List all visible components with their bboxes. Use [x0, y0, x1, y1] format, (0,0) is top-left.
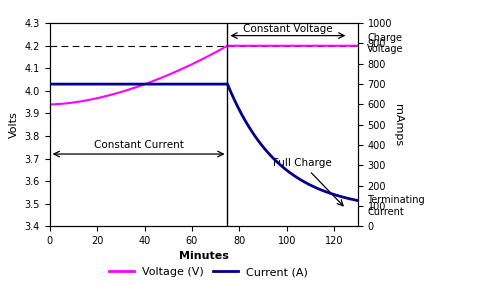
- Text: Charge
Voltage: Charge Voltage: [367, 33, 404, 54]
- Text: Full Charge: Full Charge: [272, 158, 343, 206]
- Y-axis label: Volts: Volts: [9, 111, 19, 138]
- Legend: Voltage (V), Current (A): Voltage (V), Current (A): [105, 263, 313, 282]
- Text: Terminating
Current: Terminating Current: [367, 195, 425, 217]
- Text: Constant Current: Constant Current: [93, 139, 183, 150]
- Text: Constant Voltage: Constant Voltage: [243, 24, 332, 34]
- X-axis label: Minutes: Minutes: [179, 251, 229, 262]
- Y-axis label: mAmps: mAmps: [393, 104, 403, 146]
